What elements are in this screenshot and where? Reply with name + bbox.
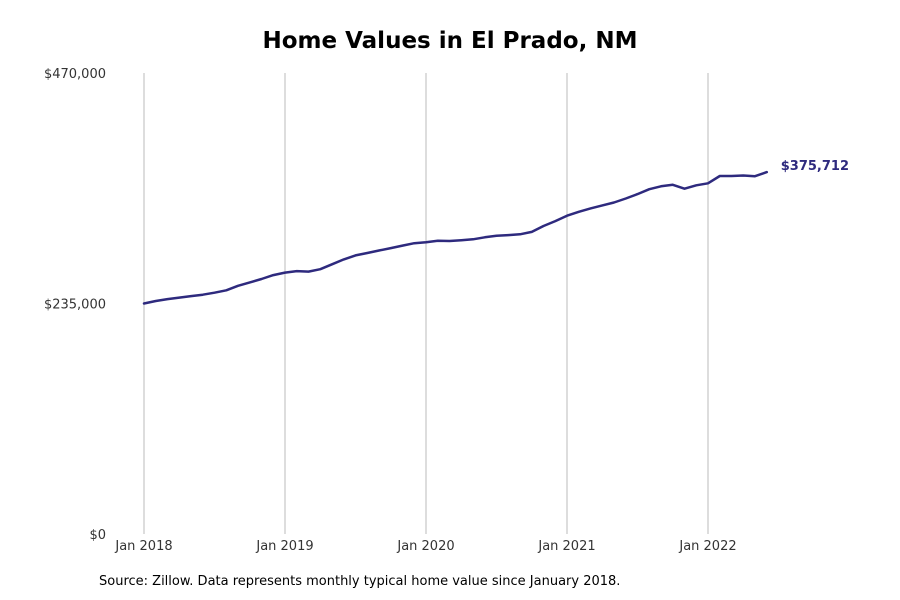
source-note: Source: Zillow. Data represents monthly … bbox=[99, 574, 621, 589]
y-tick-label: $0 bbox=[89, 528, 106, 543]
y-tick-label: $235,000 bbox=[44, 298, 106, 313]
x-tick-label: Jan 2022 bbox=[678, 539, 736, 554]
x-tick-label: Jan 2020 bbox=[396, 539, 454, 554]
grid-lines bbox=[143, 73, 709, 534]
x-tick-label: Jan 2018 bbox=[114, 539, 172, 554]
y-tick-label: $470,000 bbox=[44, 67, 106, 82]
home-value-line bbox=[142, 170, 769, 305]
latest-value-label: $375,712 bbox=[781, 159, 849, 174]
y-axis-ticks: $0 $235,000 $470,000 bbox=[44, 67, 106, 543]
x-axis-ticks: Jan 2018 Jan 2019 Jan 2020 Jan 2021 Jan 2022 bbox=[114, 539, 736, 554]
x-tick-label: Jan 2019 bbox=[255, 539, 313, 554]
x-tick-label: Jan 2021 bbox=[537, 539, 595, 554]
chart-title: Home Values in El Prado, NM bbox=[262, 28, 638, 54]
